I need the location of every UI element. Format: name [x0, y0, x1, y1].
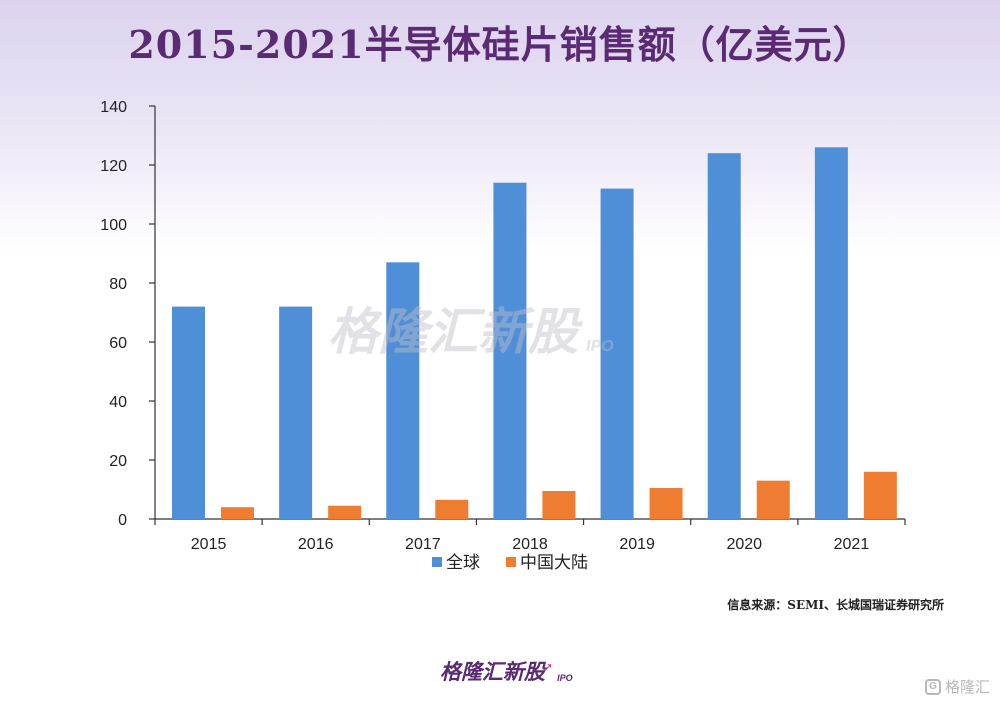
legend-label-china: 中国大陆 — [520, 553, 588, 573]
bar-global-2017 — [386, 262, 420, 519]
bars — [172, 147, 897, 520]
bar-global-2020 — [707, 153, 741, 519]
corner-logo: G 格隆汇 — [924, 676, 990, 697]
bar-china-2017 — [435, 499, 469, 519]
chart-title: 2015-2021半导体硅片销售额（亿美元） — [128, 22, 872, 67]
source-note: 信息来源：SEMI、长城国瑞证券研究所 — [727, 598, 944, 612]
x-tick-label: 2015 — [191, 536, 227, 553]
y-tick-label: 60 — [109, 335, 127, 352]
brand-sub: IPO — [557, 673, 573, 683]
trend-arrow-icon: ➚ — [543, 660, 554, 674]
bar-china-2019 — [649, 488, 683, 519]
legend-label-global: 全球 — [446, 553, 480, 573]
bar-global-2015 — [172, 306, 205, 519]
y-tick-label: 140 — [100, 99, 127, 116]
y-tick-label: 80 — [109, 276, 127, 293]
x-tick-label: 2018 — [512, 536, 548, 553]
y-axis: 0 20 40 60 80 100 120 140 — [100, 99, 156, 529]
bar-global-2021 — [814, 147, 848, 520]
bar-china-2018 — [542, 490, 576, 519]
bar-global-2019 — [600, 188, 634, 519]
bar-global-2016 — [279, 306, 313, 519]
legend-swatch-china — [506, 557, 516, 567]
legend: 全球 中国大陆 — [432, 553, 588, 573]
y-tick-label: 0 — [118, 512, 127, 529]
bar-china-2016 — [328, 505, 362, 519]
legend-swatch-global — [432, 557, 442, 567]
y-tick-label: 120 — [100, 158, 127, 175]
bar-china-2015 — [221, 507, 254, 519]
bar-china-2020 — [756, 480, 790, 519]
x-tick-label: 2020 — [726, 536, 762, 553]
bar-global-2018 — [493, 182, 527, 519]
x-tick-label: 2019 — [619, 536, 655, 553]
corner-logo-text: 格隆汇 — [944, 679, 990, 696]
x-tick-label: 2021 — [834, 536, 870, 553]
x-tick-label: 2016 — [298, 536, 334, 553]
x-axis: 2015 2016 2017 2018 2019 2020 2021 — [154, 518, 906, 553]
brand-logo: 格隆汇新股 ➚ IPO — [440, 656, 573, 686]
brand-name: 格隆汇新股 — [440, 661, 545, 684]
bar-china-2021 — [863, 471, 897, 519]
y-tick-label: 40 — [109, 394, 127, 411]
brand-g-icon: G — [924, 678, 941, 695]
x-tick-label: 2017 — [405, 536, 441, 553]
y-tick-label: 20 — [109, 453, 127, 470]
y-tick-label: 100 — [100, 217, 127, 234]
